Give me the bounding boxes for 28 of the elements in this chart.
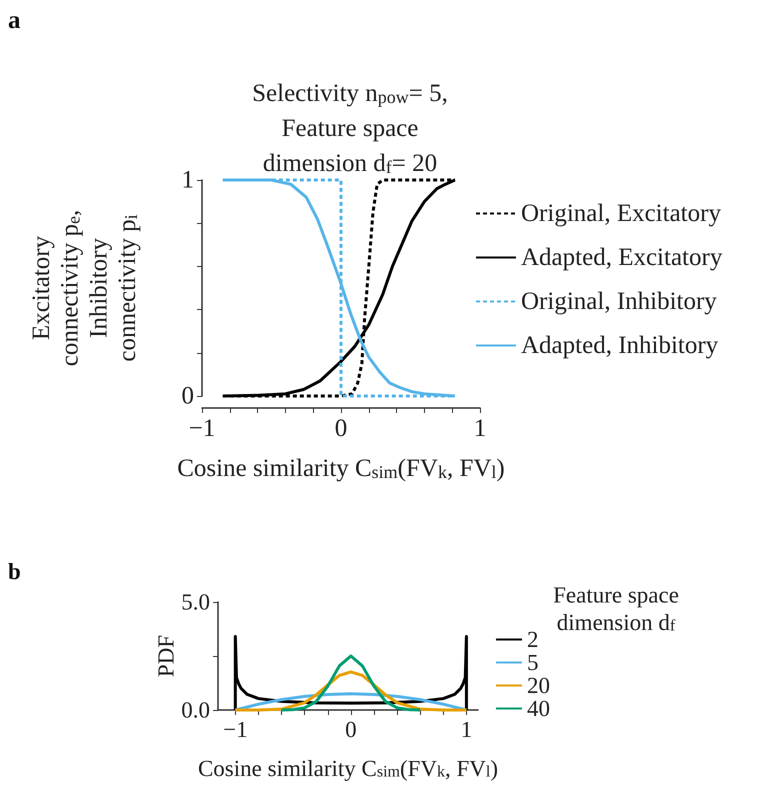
y-axis-title: PDF <box>153 634 178 678</box>
x-axis-title: Cosine similarity Csim(FVk, FVl) <box>177 455 505 482</box>
x-tick-label: −1 <box>188 415 216 442</box>
x-tick-label: 1 <box>474 415 486 442</box>
y-tick-label: 1 <box>182 166 194 194</box>
legend-label: Adapted, Inhibitory <box>521 332 719 359</box>
legend-label: 40 <box>527 696 550 721</box>
y-tick-label: 0.0 <box>181 698 210 722</box>
legend-label: Original, Excitatory <box>521 200 722 227</box>
line-series <box>280 654 422 712</box>
legend-label: Original, Inhibitory <box>521 288 718 315</box>
x-tick-label: 0 <box>334 415 348 442</box>
y-tick-label: 0 <box>182 382 194 410</box>
x-axis-title: Cosine similarity Csim(FVk, FVl) <box>198 756 498 781</box>
legend-label: Adapted, Excitatory <box>521 244 723 271</box>
x-tick-label: 1 <box>460 717 472 742</box>
line-series <box>234 670 468 712</box>
legend-label: 2 <box>527 627 538 652</box>
x-tick-label: −1 <box>223 717 248 742</box>
x-tick-label: 0 <box>345 717 357 742</box>
legend-label: 5 <box>527 650 538 675</box>
legend-label: 20 <box>527 673 550 698</box>
y-axis-title: Excitatory connectivity pe, Inhibitory connectivity pi <box>28 210 141 366</box>
chart-title: Selectivity npow= 5, Feature space dimension df= 20 <box>252 80 448 177</box>
y-tick-label: 5.0 <box>181 590 210 614</box>
legend-title: Feature space dimension df <box>553 582 679 636</box>
text: b <box>8 559 21 584</box>
text: a <box>8 7 21 34</box>
